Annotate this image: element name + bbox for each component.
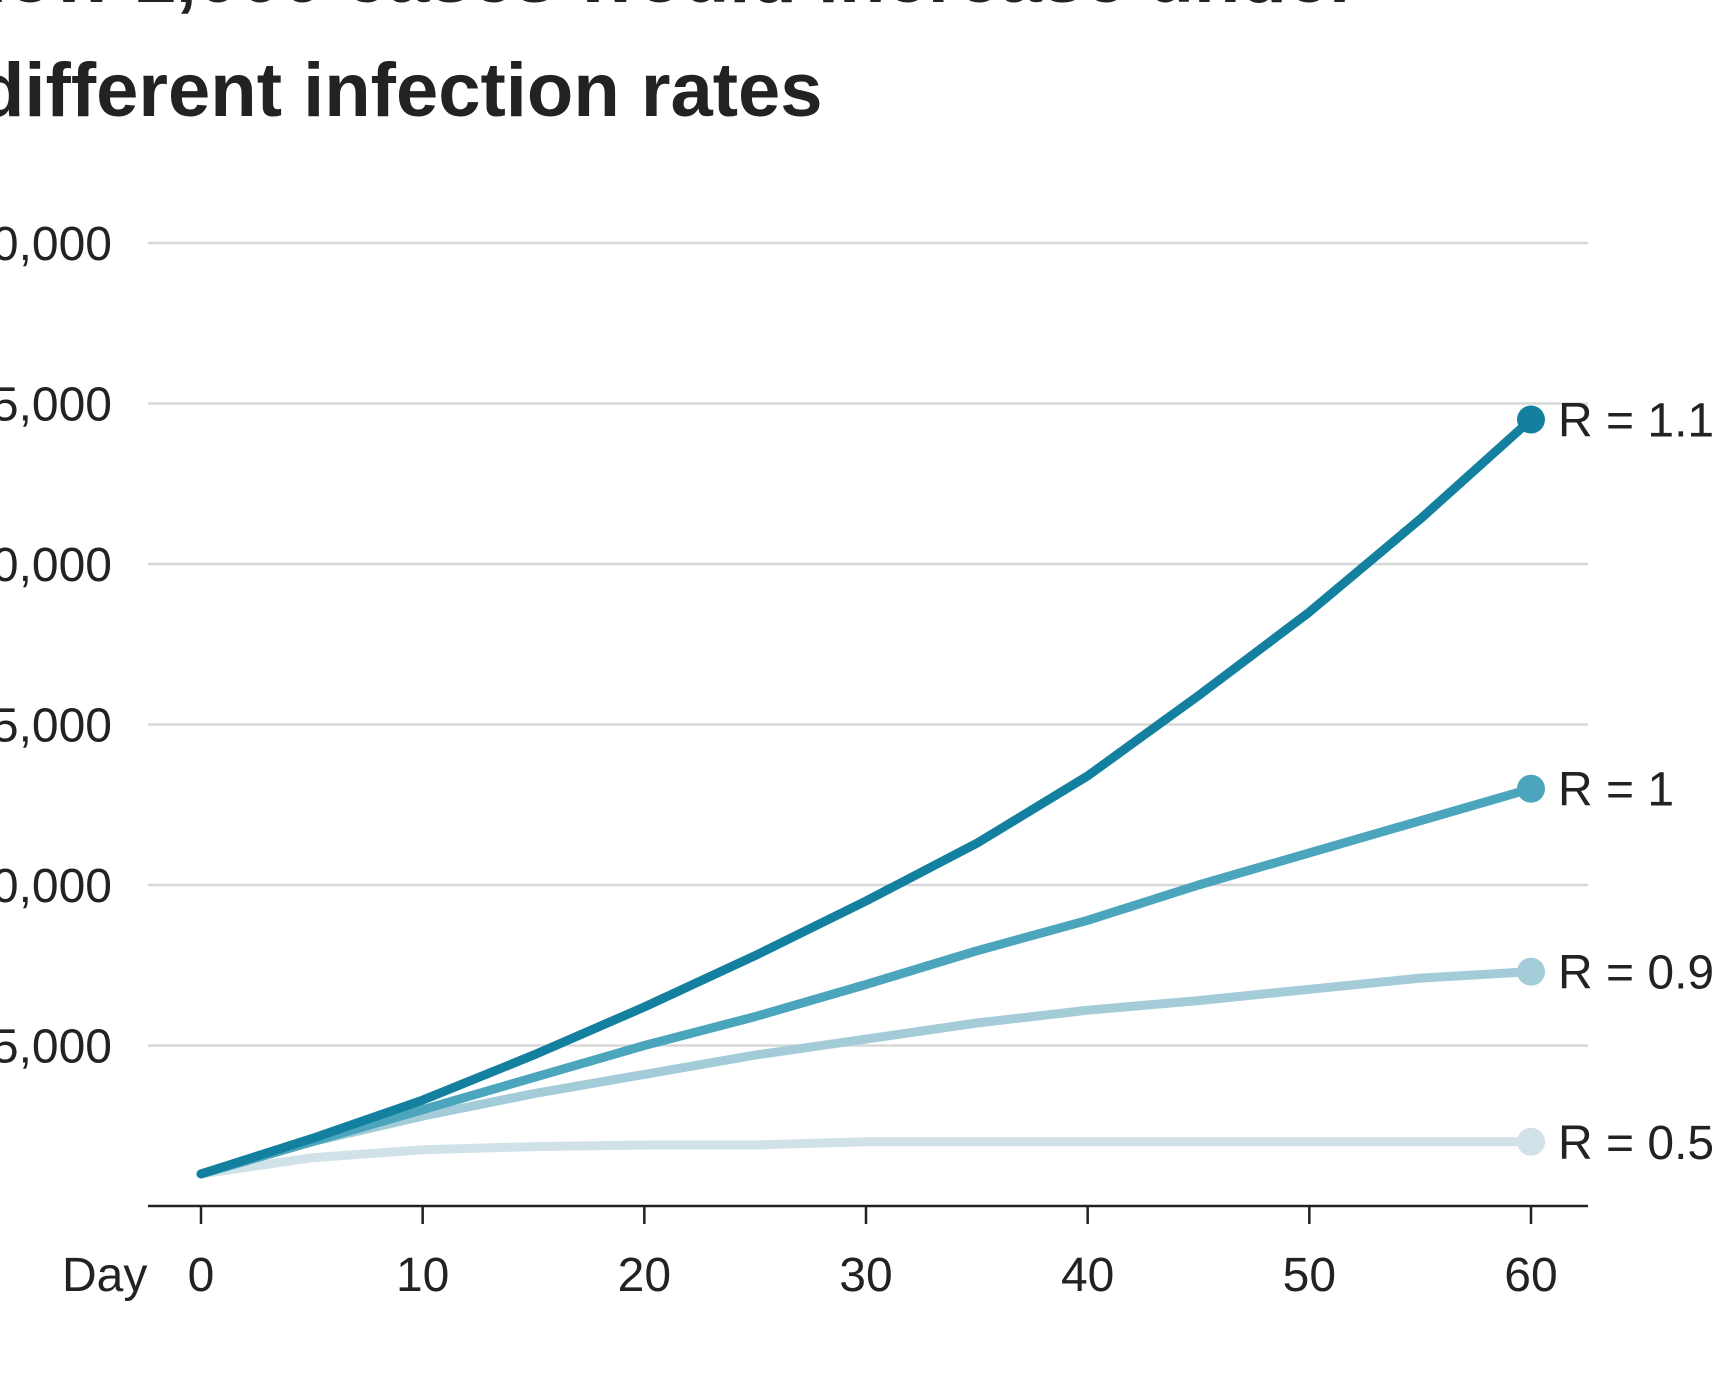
y-tick-label: 25,000	[0, 379, 112, 432]
x-tick-label: 60	[1504, 1249, 1557, 1302]
series-line	[196, 1137, 1536, 1179]
series-endpoint-marker	[1517, 1127, 1545, 1156]
series-line	[196, 967, 1536, 1179]
series-endpoint-marker	[1517, 774, 1545, 803]
y-axis-tick-labels: 5,000 10,000 15,000 20,000 25,000 30,000	[0, 218, 112, 1074]
series-endpoint-marker	[1517, 957, 1545, 986]
series-line	[196, 415, 1536, 1179]
series-label: R = 0.9	[1558, 947, 1714, 1000]
y-tick-label: 15,000	[0, 700, 112, 753]
x-tick-label: 20	[618, 1249, 671, 1302]
y-tick-label: 30,000	[0, 218, 112, 271]
series-label: R = 0.5	[1558, 1117, 1714, 1170]
series-endpoint-marker	[1517, 405, 1545, 434]
series-line	[196, 784, 1536, 1179]
series-label: R = 1	[1558, 764, 1674, 817]
gridlines	[148, 241, 1588, 1047]
series-endpoints: R = 0.5 R = 0.9 R = 1 R = 1.1	[1517, 395, 1714, 1170]
x-tick-label: 50	[1283, 1249, 1336, 1302]
x-tick-label: 30	[839, 1249, 892, 1302]
chart-title-line-2: different infection rates	[0, 48, 823, 133]
x-axis: Day 0 10 20 30 40 50 60	[62, 1204, 1588, 1302]
x-tick-label: 40	[1061, 1249, 1114, 1302]
chart-title: How 1,000 cases would increase under dif…	[0, 0, 1359, 133]
chart-title-line-1: How 1,000 cases would increase under	[0, 0, 1359, 19]
x-tick-label: 0	[188, 1249, 215, 1302]
series-lines	[196, 415, 1536, 1179]
y-tick-label: 10,000	[0, 860, 112, 913]
x-tick-label: 10	[396, 1249, 449, 1302]
x-axis-label: Day	[62, 1249, 147, 1302]
y-tick-label: 20,000	[0, 539, 112, 592]
series-label: R = 1.1	[1558, 395, 1714, 448]
y-tick-label: 5,000	[0, 1021, 112, 1074]
